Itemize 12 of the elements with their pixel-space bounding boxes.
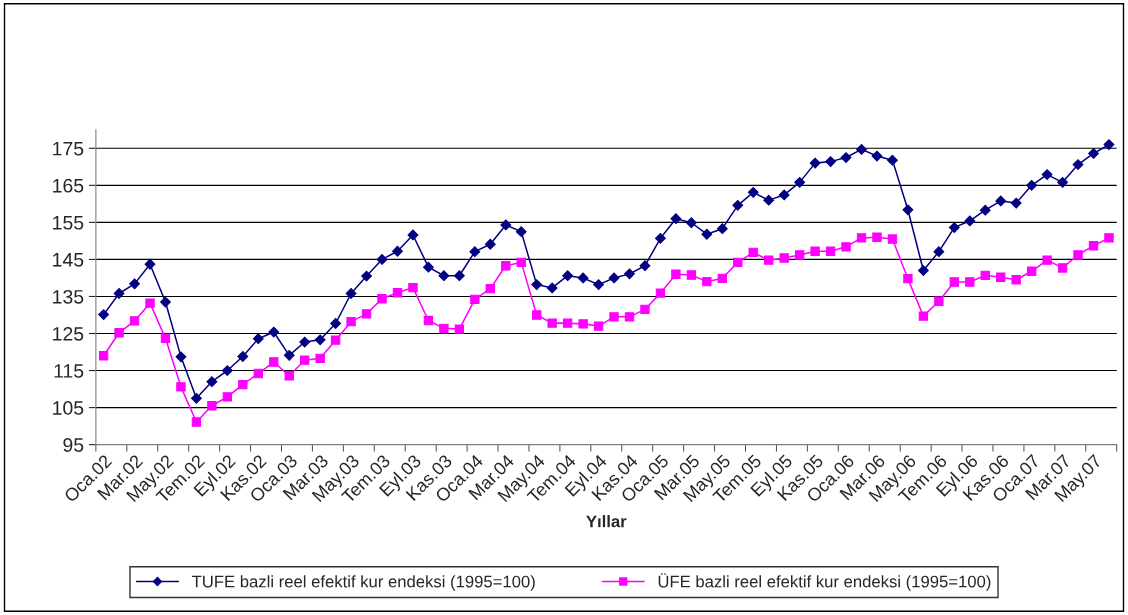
legend-label: ÜFE bazli reel efektif kur endeksi (1995=100) <box>658 573 991 591</box>
y-tick-label: 105 <box>53 401 84 415</box>
y-tick-label: 145 <box>53 253 84 267</box>
y-tick-label: 135 <box>53 289 84 304</box>
x-axis-title: Yıllar <box>586 515 627 528</box>
y-tick-label: 95 <box>63 438 84 452</box>
y-tick-label: 125 <box>53 326 84 341</box>
y-tick-label: 165 <box>53 178 84 193</box>
y-tick-label: 115 <box>54 364 84 378</box>
y-tick-label: 175 <box>53 141 84 156</box>
y-tick-label: 155 <box>53 216 84 230</box>
legend-label: TUFE bazli reel efektif kur endeksi (1995=100) <box>192 575 535 591</box>
